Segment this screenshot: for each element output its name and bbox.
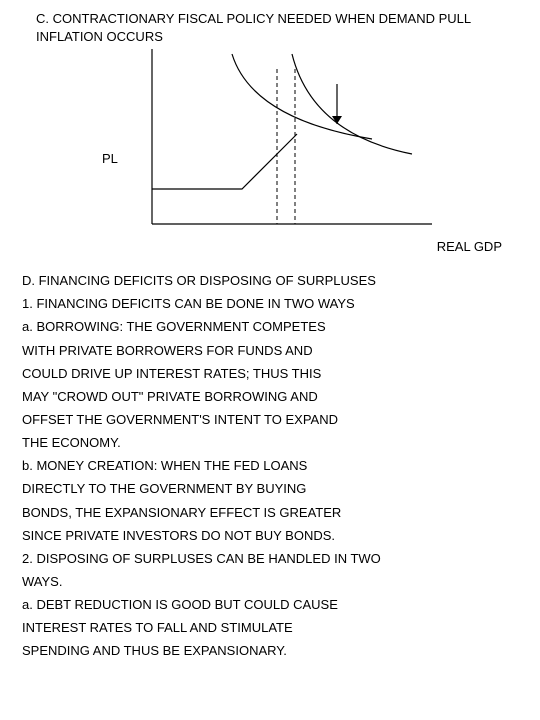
item-1b-line: b. MONEY CREATION: WHEN THE FED LOANS — [22, 456, 518, 476]
x-axis-label: REAL GDP — [437, 237, 502, 257]
item-2-heading-cont: WAYS. — [22, 572, 518, 592]
item-1a-line: OFFSET THE GOVERNMENT'S INTENT TO EXPAND — [22, 410, 518, 430]
section-d: D. FINANCING DEFICITS OR DISPOSING OF SU… — [22, 271, 518, 661]
chart-svg — [132, 49, 452, 249]
item-1b-line: BONDS, THE EXPANSIONARY EFFECT IS GREATE… — [22, 503, 518, 523]
item-1a-line: COULD DRIVE UP INTEREST RATES; THUS THIS — [22, 364, 518, 384]
item-2a-line: a. DEBT REDUCTION IS GOOD BUT COULD CAUS… — [22, 595, 518, 615]
section-d-heading: D. FINANCING DEFICITS OR DISPOSING OF SU… — [22, 271, 518, 291]
item-1b-line: DIRECTLY TO THE GOVERNMENT BY BUYING — [22, 479, 518, 499]
item-2a-line: INTEREST RATES TO FALL AND STIMULATE — [22, 618, 518, 638]
page: C. CONTRACTIONARY FISCAL POLICY NEEDED W… — [0, 0, 540, 674]
ad-as-chart: PL REAL GDP — [132, 49, 452, 249]
item-1-heading: 1. FINANCING DEFICITS CAN BE DONE IN TWO… — [22, 294, 518, 314]
section-c-title: C. CONTRACTIONARY FISCAL POLICY NEEDED W… — [36, 10, 518, 45]
item-2a-line: SPENDING AND THUS BE EXPANSIONARY. — [22, 641, 518, 661]
y-axis-label: PL — [102, 149, 118, 169]
item-1a-line: a. BORROWING: THE GOVERNMENT COMPETES — [22, 317, 518, 337]
item-2-heading: 2. DISPOSING OF SURPLUSES CAN BE HANDLED… — [22, 549, 518, 569]
item-1b-line: SINCE PRIVATE INVESTORS DO NOT BUY BONDS… — [22, 526, 518, 546]
item-1a-line: THE ECONOMY. — [22, 433, 518, 453]
item-1a-line: MAY "CROWD OUT" PRIVATE BORROWING AND — [22, 387, 518, 407]
item-1a-line: WITH PRIVATE BORROWERS FOR FUNDS AND — [22, 341, 518, 361]
